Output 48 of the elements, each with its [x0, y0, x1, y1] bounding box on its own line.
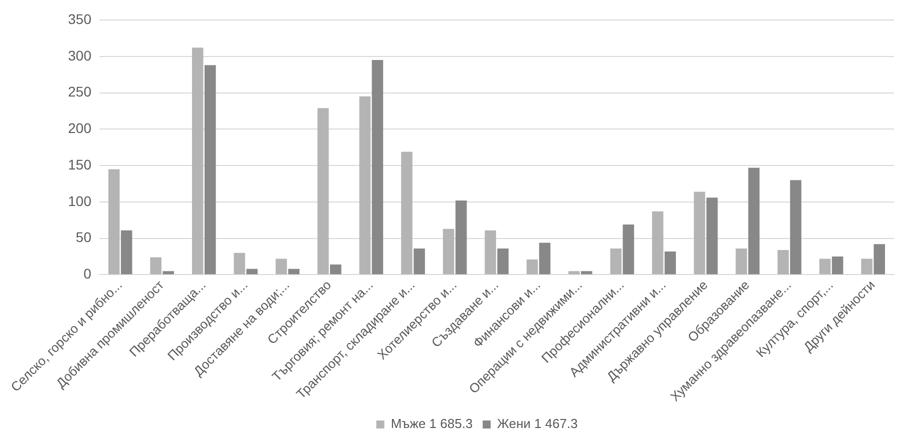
bar: [748, 168, 760, 274]
bar: [539, 242, 550, 274]
bar: [288, 268, 300, 274]
bar: [790, 180, 802, 274]
bar: [832, 256, 844, 274]
bar: [162, 271, 174, 274]
y-tick-label: 0: [84, 266, 92, 282]
bar: [526, 259, 538, 274]
y-tick-label: 250: [68, 84, 92, 100]
bar: [497, 248, 509, 274]
y-tick-label: 200: [68, 120, 92, 136]
bar: [874, 244, 886, 274]
bar: [736, 248, 747, 274]
bar: [652, 211, 664, 274]
bar: [580, 271, 592, 274]
bar: [484, 230, 496, 274]
bar: [246, 268, 258, 274]
legend-label: Жени 1 467.3: [497, 416, 578, 432]
legend-label: Мъже 1 685.3: [390, 416, 473, 432]
bar: [108, 169, 120, 274]
bar: [861, 258, 872, 274]
bar: [372, 60, 384, 274]
bar: [455, 200, 467, 274]
bar: [664, 251, 676, 274]
bar: [204, 65, 216, 274]
y-tick-label: 50: [76, 229, 92, 246]
bar: [819, 258, 831, 274]
bar: [442, 228, 454, 274]
bar: [706, 198, 718, 274]
bar: [150, 257, 162, 274]
bar: [622, 224, 634, 274]
bar: [401, 152, 412, 274]
bar: [359, 96, 371, 274]
y-tick-label: 350: [68, 10, 92, 27]
y-tick-label: 150: [68, 156, 92, 172]
bar: [317, 108, 329, 274]
bar: [120, 230, 132, 274]
bar: [414, 248, 425, 274]
y-tick-label: 300: [68, 47, 92, 64]
bar: [276, 258, 287, 274]
y-tick-label: 100: [68, 192, 92, 209]
bar: [192, 48, 204, 274]
bar: [234, 252, 246, 274]
bar: [568, 271, 580, 274]
bar: [694, 192, 706, 274]
bar: [610, 248, 622, 274]
bar: [330, 264, 342, 274]
bar: [778, 250, 789, 274]
